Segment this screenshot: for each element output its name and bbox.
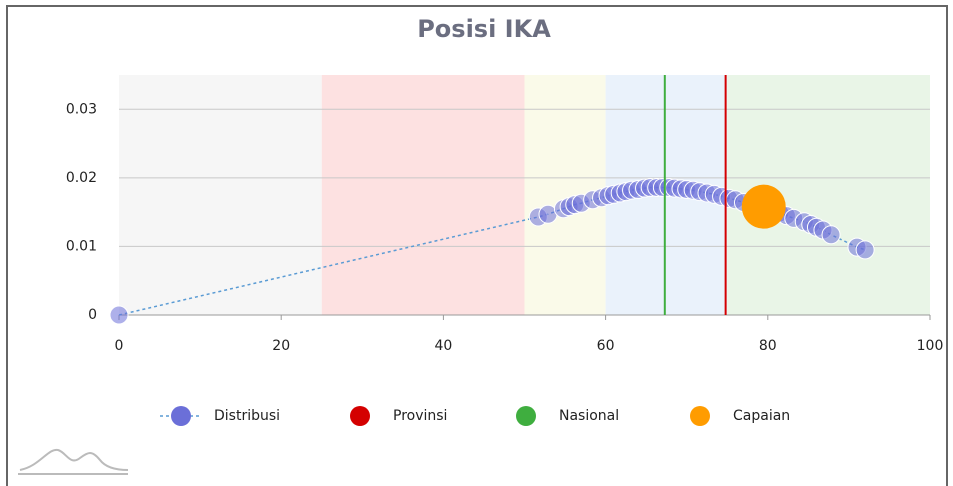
legend-marker bbox=[690, 406, 710, 426]
legend-marker bbox=[350, 406, 370, 426]
y-tick-label: 0.03 bbox=[66, 101, 97, 117]
y-tick-label: 0.02 bbox=[66, 170, 97, 186]
legend-label: Distribusi bbox=[214, 408, 280, 424]
x-tick-label: 20 bbox=[272, 338, 290, 354]
legend-marker bbox=[171, 406, 191, 426]
point bbox=[821, 225, 841, 245]
y-tick-label: 0 bbox=[88, 307, 97, 323]
legend-label: Nasional bbox=[559, 408, 619, 424]
y-tick-label: 0.01 bbox=[66, 238, 97, 254]
chart-title: Posisi IKA bbox=[417, 15, 551, 43]
x-tick-label: 40 bbox=[434, 338, 452, 354]
legend-marker bbox=[516, 406, 536, 426]
x-tick-label: 60 bbox=[597, 338, 615, 354]
x-tick-label: 80 bbox=[759, 338, 777, 354]
logo bbox=[18, 448, 129, 475]
x-tick-label: 0 bbox=[115, 338, 124, 354]
x-tick-label: 100 bbox=[917, 338, 944, 354]
point bbox=[741, 184, 786, 229]
band bbox=[321, 75, 525, 315]
point bbox=[109, 305, 129, 325]
band bbox=[119, 75, 322, 315]
legend-label: Capaian bbox=[733, 408, 790, 424]
legend-label: Provinsi bbox=[393, 408, 447, 424]
point bbox=[855, 240, 875, 260]
